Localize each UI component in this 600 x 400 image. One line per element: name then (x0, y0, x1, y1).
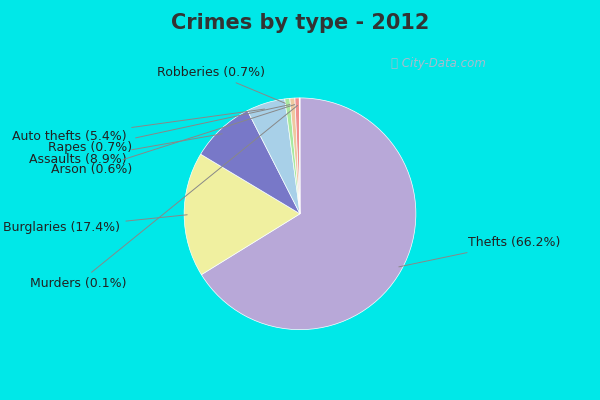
Wedge shape (184, 154, 300, 275)
Text: ⓘ City-Data.com: ⓘ City-Data.com (391, 58, 485, 70)
Wedge shape (290, 98, 300, 214)
Text: Arson (0.6%): Arson (0.6%) (51, 105, 295, 176)
Wedge shape (299, 98, 300, 214)
Text: Rapes (0.7%): Rapes (0.7%) (48, 104, 290, 154)
Text: Thefts (66.2%): Thefts (66.2%) (399, 236, 560, 267)
Text: Burglaries (17.4%): Burglaries (17.4%) (4, 215, 187, 234)
Title: Crimes by type - 2012: Crimes by type - 2012 (171, 13, 429, 33)
Wedge shape (202, 98, 416, 330)
Wedge shape (247, 99, 300, 214)
Text: Murders (0.1%): Murders (0.1%) (30, 106, 298, 290)
Text: Assaults (8.9%): Assaults (8.9%) (29, 134, 222, 166)
Wedge shape (285, 98, 300, 214)
Text: Robberies (0.7%): Robberies (0.7%) (157, 66, 286, 103)
Text: Auto thefts (5.4%): Auto thefts (5.4%) (11, 109, 265, 143)
Wedge shape (200, 110, 300, 214)
Wedge shape (295, 98, 300, 214)
